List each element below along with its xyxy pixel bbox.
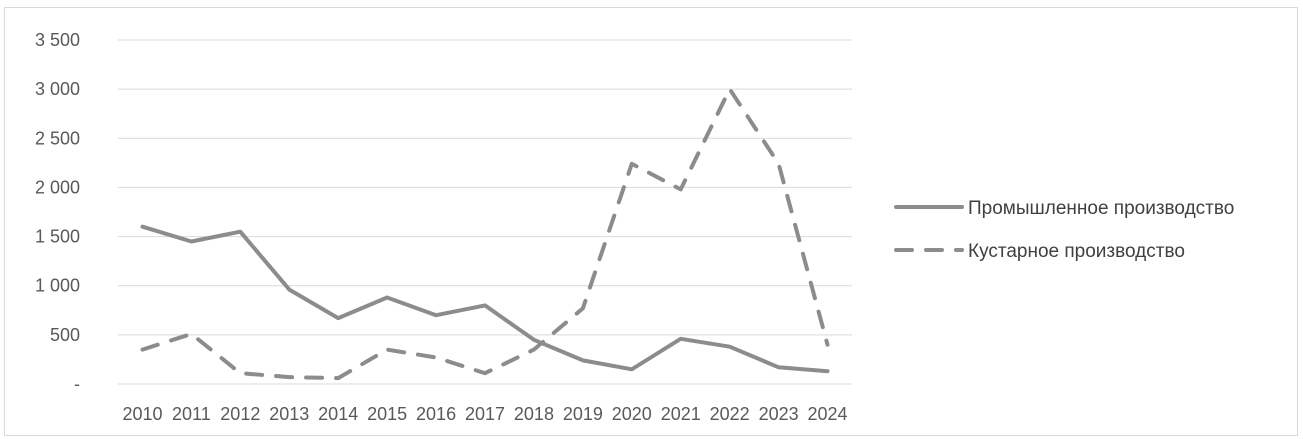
chart-frame: [4, 7, 1298, 436]
y-tick-label: 1 000: [35, 276, 80, 296]
x-tick-label: 2010: [122, 404, 162, 424]
gridlines: [118, 39, 852, 385]
x-tick-label: 2015: [367, 404, 407, 424]
x-axis-ticks: 2010 2011 2012 2013 2014 2015 2016 2017 2018 2019…: [122, 404, 847, 424]
y-tick-label: 2 000: [35, 177, 80, 197]
series-lines: [140, 87, 830, 381]
y-axis-ticks: - 500 1 000 1 500 2 000 2 500 3 000 3 500: [35, 30, 80, 394]
legend: Промышленное производство Кустарное произ…: [894, 198, 1234, 262]
series-line-1: [140, 224, 830, 374]
x-tick-label: 2024: [808, 404, 848, 424]
x-tick-label: 2014: [318, 404, 358, 424]
x-tick-label: 2016: [416, 404, 456, 424]
y-tick-label: 500: [50, 325, 80, 345]
x-tick-label: 2020: [612, 404, 652, 424]
y-tick-label: 3 500: [35, 30, 80, 50]
x-tick-label: 2012: [220, 404, 260, 424]
legend-label: Кустарное производство: [968, 241, 1185, 262]
y-tick-label: 2 500: [35, 128, 80, 148]
x-tick-label: 2011: [172, 404, 211, 424]
x-tick-label: 2021: [661, 404, 701, 424]
legend-label: Промышленное производство: [968, 198, 1234, 219]
y-tick-label: 3 000: [35, 79, 80, 99]
x-tick-label: 2017: [465, 404, 505, 424]
x-tick-label: 2022: [710, 404, 750, 424]
y-tick-label: 1 500: [35, 227, 80, 247]
x-tick-label: 2018: [514, 404, 554, 424]
y-tick-label: -: [74, 374, 80, 394]
x-tick-label: 2019: [563, 404, 603, 424]
x-tick-label: 2023: [759, 404, 799, 424]
x-tick-label: 2013: [269, 404, 309, 424]
series-line-2: [140, 87, 830, 381]
